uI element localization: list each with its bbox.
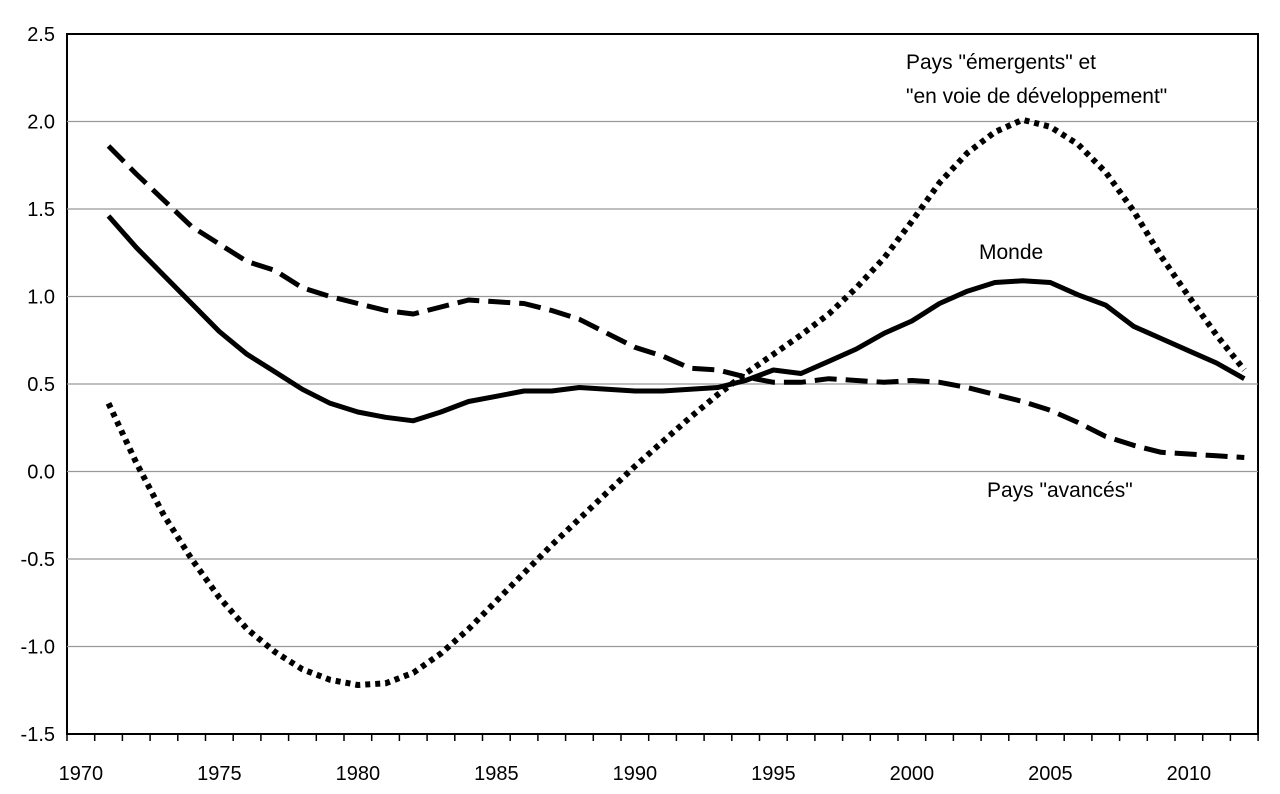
annotation-emergents-line2: "en voie de développement" [906, 85, 1167, 108]
y-tick-label: 2.0 [27, 112, 55, 134]
x-tick-label: 2000 [890, 763, 935, 785]
x-tick-label: 1985 [474, 763, 519, 785]
x-tick-label: 1975 [197, 763, 242, 785]
x-tick-label: 1970 [59, 763, 104, 785]
series-line-emergents [105, 116, 1247, 688]
annotation-avances: Pays "avancés" [987, 479, 1133, 502]
x-tick-label: 1990 [613, 763, 658, 785]
series-line-avances [106, 144, 1245, 460]
x-tick-label: 1995 [751, 763, 796, 785]
y-tick-label: -1.5 [21, 724, 55, 746]
series-lines [105, 116, 1247, 688]
gridlines [66, 33, 1259, 735]
annotation-emergents-line1: Pays "émergents" et [906, 51, 1096, 74]
y-tick-label: 2.5 [27, 24, 55, 46]
annotation-monde: Monde [979, 241, 1043, 264]
y-tick-label: 0.0 [27, 462, 55, 484]
x-axis: 1970 1975 1980 1985 1990 1995 2000 2005 2010 [59, 734, 1259, 785]
y-tick-label: -0.5 [21, 549, 55, 571]
x-tick-label: 2005 [1028, 763, 1073, 785]
y-tick-label: 1.0 [27, 287, 55, 309]
y-axis-labels: 2.5 2.0 1.5 1.0 0.5 0.0 -0.5 -1.0 -1.5 [21, 24, 55, 746]
y-tick-label: -1.0 [21, 637, 55, 659]
x-tick-label: 2010 [1167, 763, 1212, 785]
y-tick-label: 0.5 [27, 374, 55, 396]
y-tick-label: 1.5 [27, 199, 55, 221]
series-line-monde [106, 214, 1246, 424]
x-tick-label: 1980 [336, 763, 381, 785]
